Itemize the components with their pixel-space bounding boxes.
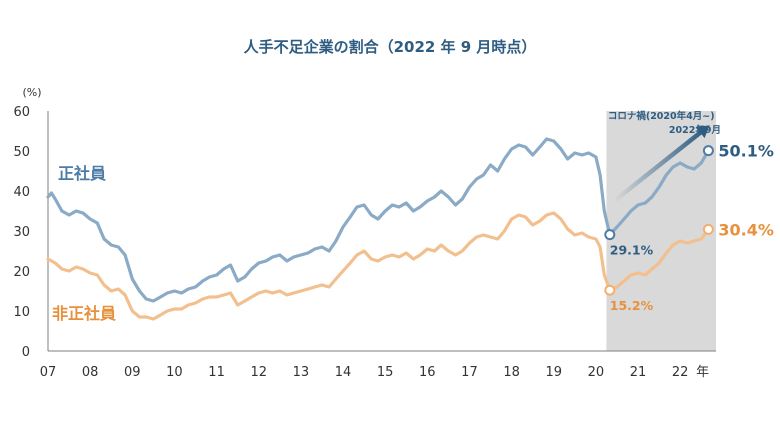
series-markers: 29.1% 50.1% 15.2% 30.4% (604, 142, 774, 313)
y-tick-label: 40 (13, 185, 30, 200)
y-tick-label: 60 (13, 105, 30, 120)
series-label-nonregular: 非正社員 (52, 304, 116, 323)
x-tick-label: 15 (377, 365, 394, 380)
covid-period-label: コロナ禍(2020年4月~) (608, 110, 715, 122)
point-value-label: 15.2% (610, 298, 654, 313)
y-unit-label: (%) (22, 86, 41, 99)
y-tick-label: 30 (13, 225, 30, 240)
chart-title: 人手不足企業の割合（2022 年 9 月時点） (244, 38, 537, 56)
x-tick-label: 07 (40, 365, 57, 380)
y-tick-labels: 0 10 20 30 40 50 60 (13, 105, 30, 360)
series-label-regular: 正社員 (58, 164, 106, 183)
x-tick-label: 19 (545, 365, 562, 380)
point-marker (702, 223, 714, 235)
covid-period-shade (606, 111, 716, 351)
x-tick-label: 13 (293, 365, 310, 380)
x-tick-label: 22 (672, 365, 689, 380)
y-tick-label: 20 (13, 265, 30, 280)
point-marker (604, 229, 616, 241)
y-tick-label: 0 (22, 345, 30, 360)
x-tick-label: 17 (461, 365, 478, 380)
x-tick-label: 11 (208, 365, 225, 380)
x-tick-label: 08 (82, 365, 99, 380)
x-tick-label: 14 (335, 365, 352, 380)
series-lines (46, 137, 710, 321)
x-tick-label: 20 (588, 365, 605, 380)
trend-arrow (611, 127, 706, 204)
x-axis-suffix: 年 (696, 365, 709, 380)
arrow-date-label: 2022年9月 (669, 124, 721, 136)
point-value-label: 30.4% (718, 220, 774, 239)
trend-arrow-head (695, 125, 710, 139)
x-tick-label: 10 (166, 365, 183, 380)
y-tick-label: 10 (13, 305, 30, 320)
point-marker (604, 284, 616, 296)
series-line-1 (46, 137, 710, 303)
x-tick-label: 12 (250, 365, 267, 380)
point-value-label: 50.1% (718, 142, 774, 161)
y-tick-label: 50 (13, 145, 30, 160)
x-tick-label: 09 (124, 365, 141, 380)
point-value-label: 29.1% (610, 243, 654, 258)
point-marker (702, 145, 714, 157)
x-tick-labels: 07 08 09 10 11 12 13 14 15 16 17 18 19 20 21 22 (40, 365, 689, 380)
series-line-2 (46, 211, 710, 321)
x-tick-label: 21 (630, 365, 647, 380)
x-tick-label: 16 (419, 365, 436, 380)
x-tick-label: 18 (503, 365, 520, 380)
